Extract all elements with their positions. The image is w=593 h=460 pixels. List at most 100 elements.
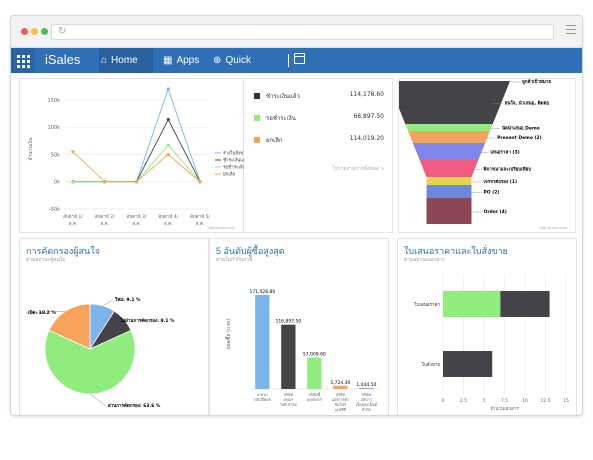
- legend-label: ร่างใบสั่งขาย: [223, 150, 245, 157]
- funnel-label: เจรจาต่อรอง (1): [484, 179, 518, 185]
- x-tick-label: ส.ค.: [196, 221, 205, 227]
- pie-label: ผ่านการคัดกรอง: 63.6 %: [108, 403, 161, 409]
- top-navbar: iSales ⌂Home ▦Apps ⊕Quick Create: [11, 48, 582, 91]
- x-tick-label: 7.5: [501, 398, 508, 404]
- offers-panel-title: ใบเสนอราคาและใบสั่งขาย: [404, 246, 508, 256]
- x-tick-label: แสงการค้า: [331, 397, 349, 402]
- nav-divider: [288, 54, 289, 67]
- bar-segment: [443, 351, 493, 377]
- pie-label: ใหม่: 9.1 %: [115, 296, 141, 303]
- bar: [255, 294, 270, 389]
- x-tick-label: บริษัทนี้: [308, 391, 321, 397]
- x-tick-label: 0: [442, 398, 445, 404]
- line-chart-panel: -50k 0k 50k 100k 150k จำนวนเงิน สัปดาห์ 1/ส.ค.…: [19, 78, 249, 233]
- funnel-segment: [412, 143, 486, 160]
- funnel-label: นัดนำเสนอ Demo: [502, 125, 540, 132]
- y-tick-label: 150k: [48, 98, 61, 104]
- pie-label: เปิด: 18.2 %: [28, 309, 56, 316]
- x-tick-label: สัปดาห์ 5/: [190, 213, 210, 220]
- y-axis-label: จำนวนเงิน: [27, 137, 34, 161]
- funnel-label: ลูกค้าเป้าหมาย: [522, 79, 551, 85]
- data-point: [198, 180, 202, 184]
- x-tick-label: บริษัท: [362, 392, 372, 397]
- bar: [307, 357, 322, 389]
- summary-label: ชำระเงินแล้ว: [266, 93, 300, 100]
- x-tick-label: เพลย์ฟาร์: [307, 397, 322, 402]
- data-point: [71, 150, 75, 154]
- view-all-link[interactable]: ไปรายงานการทั้งหมด »: [332, 166, 384, 172]
- x-tick-label: ส.ค.: [69, 221, 78, 227]
- tab-home-label: Home: [111, 55, 138, 66]
- summary-row: ชำระเงินแล้ว 114,178.60: [254, 89, 384, 111]
- x-tick-label: จำกัด: [362, 407, 372, 412]
- offers-panel: ใบเสนอราคาและใบสั่งขาย ตามสถานะเอกสาร 0 2…: [397, 238, 577, 415]
- home-icon: ⌂: [101, 55, 108, 66]
- browser-window: ↻ iSales ⌂Home ▦Apps ⊕Quick Create -50k 0…: [10, 15, 583, 416]
- funnel-label: เสนอราคา (3): [490, 150, 519, 156]
- summary-row: ยกเลิก 114,019.20: [254, 133, 384, 155]
- tab-apps[interactable]: ▦ Apps: [161, 48, 205, 73]
- funnel-label: สนใจ, นำเสนอ, ติดต่อ: [505, 100, 550, 107]
- data-point: [103, 180, 107, 184]
- legend-label: ยกเลิก: [223, 172, 236, 178]
- top5-panel: 5 อันดับผู้ซื้อสูงสุด ตามใบกำกับภาษี ยอด…: [209, 238, 389, 415]
- pie-panel-title: การคัดกรองผู้สนใจ: [26, 246, 100, 256]
- leader-line: [117, 319, 125, 322]
- top5-panel-title: 5 อันดับผู้ซื้อสูงสุด: [216, 246, 285, 256]
- data-point: [71, 180, 75, 184]
- reload-icon[interactable]: ↻: [58, 26, 67, 37]
- calendar-icon[interactable]: [294, 53, 305, 64]
- data-point: [166, 87, 170, 91]
- pie-chart: ใหม่: 9.1 % ไม่ผ่านการคัดกรอง: 9.1 % ผ่านก…: [25, 296, 175, 409]
- maximize-window-dot[interactable]: [41, 28, 48, 35]
- x-tick-label: บายนา: [257, 392, 269, 397]
- pie-panel: การคัดกรองผู้สนใจ ตามสถานะผู้สนใจ ใหม่: …: [19, 238, 209, 415]
- funnel-label: PO (2): [484, 190, 500, 196]
- x-tick-label: สัปดาห์ 1/: [63, 213, 83, 220]
- x-tick-label: ฟลิปปี้คอร์: [254, 396, 271, 402]
- y-tick-label: 100k: [48, 125, 61, 131]
- plus-circle-icon: ⊕: [213, 55, 222, 66]
- x-tick-label: อรุณฯ: [283, 397, 293, 403]
- funnel-segment: [426, 177, 472, 185]
- offers-panel-subtitle: ตามสถานะเอกสาร: [404, 257, 445, 263]
- funnel-segment: [408, 131, 490, 143]
- x-tick-label: 5: [483, 398, 486, 404]
- summary-value: 114,019.20: [349, 135, 384, 142]
- address-bar[interactable]: ↻: [51, 24, 554, 40]
- browser-menu-icon[interactable]: [566, 25, 576, 37]
- series-line: [73, 118, 201, 183]
- y-tick-label: ใบสั่งขาย: [422, 361, 441, 368]
- funnel-segment: [426, 185, 472, 198]
- pie-slice: [44, 329, 136, 395]
- brand-logo[interactable]: iSales: [45, 52, 81, 67]
- funnel-panel: ลูกค้าเป้าหมายสนใจ, นำเสนอ, ติดต่อนัดนำเ…: [388, 78, 576, 233]
- offers-bar-chart: 0 2.5 5 7.5 10 12.5 15 จำนวนเอกสาร ใบเสนอราคาใบส…: [414, 274, 569, 412]
- data-label: 171,028.80: [249, 289, 275, 295]
- legend-swatch: [254, 115, 260, 121]
- y-tick-label: ใบเสนอราคา: [414, 302, 440, 308]
- browser-toolbar: ↻: [11, 16, 582, 48]
- minimize-window-dot[interactable]: [31, 28, 38, 35]
- data-point: [166, 152, 170, 157]
- leader-line: [89, 393, 107, 407]
- series-line: [72, 151, 201, 183]
- summary-value: 66,897.50: [353, 113, 384, 120]
- x-tick-label: 12.5: [540, 398, 550, 404]
- summary-label: รอชำระเงิน: [266, 115, 296, 122]
- x-tick-label: ส.ค.: [100, 221, 109, 227]
- app-launcher-icon[interactable]: [11, 48, 35, 73]
- summary-panel: ชำระเงินแล้ว 114,178.60 รอชำระเงิน 66,89…: [244, 78, 393, 233]
- tab-home[interactable]: ⌂ Home: [99, 48, 153, 73]
- x-tick-label: ส.ค.: [164, 221, 173, 227]
- summary-value: 114,178.60: [349, 91, 384, 98]
- credits-label: Highcharts.com: [207, 226, 235, 230]
- data-label: 116,897.50: [275, 319, 301, 325]
- leader-line: [102, 299, 114, 307]
- x-tick-label: ไอที จำกัด: [279, 402, 298, 407]
- close-window-dot[interactable]: [21, 28, 28, 35]
- x-tick-label: เจ็ดสองเอ็นท์: [356, 401, 378, 407]
- tab-quick-create[interactable]: ⊕Quick Create: [211, 48, 283, 91]
